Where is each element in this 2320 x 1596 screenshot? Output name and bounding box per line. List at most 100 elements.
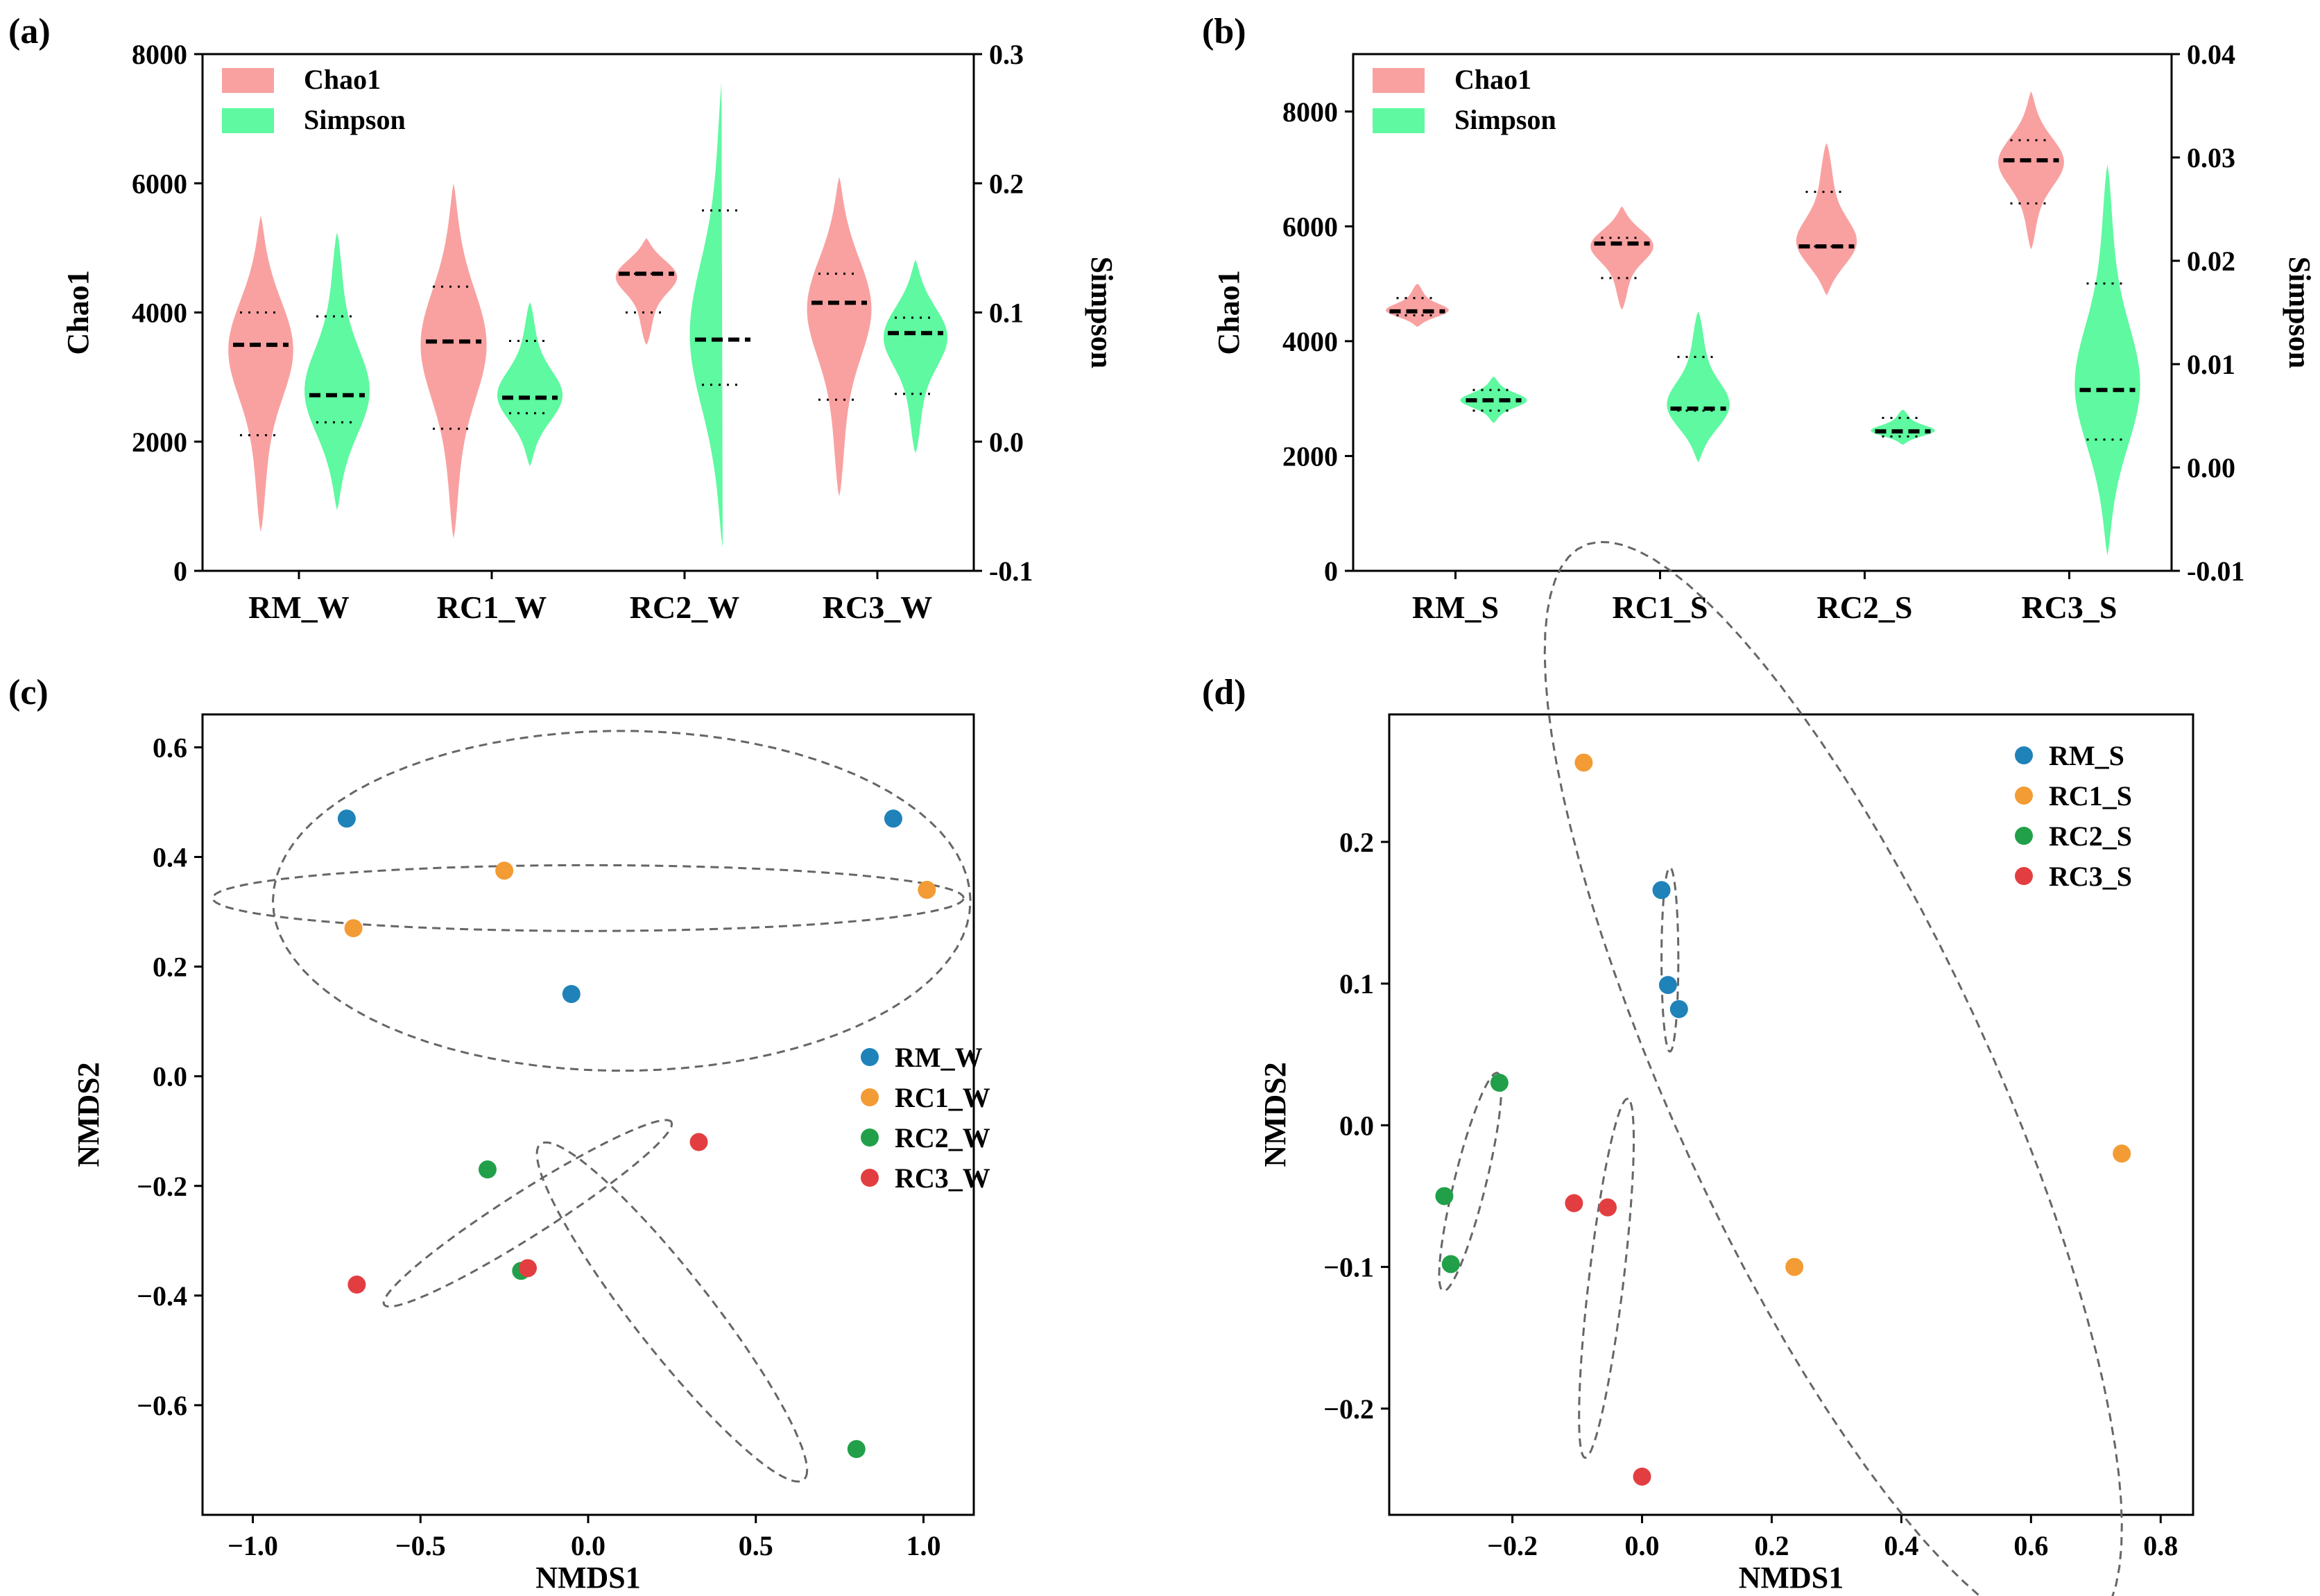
x-tick-label: RM_S xyxy=(1412,590,1499,625)
x-tick-label: RC3_W xyxy=(823,590,932,625)
y2-tick-label: 0.2 xyxy=(989,168,1024,199)
y-tick-label: 8000 xyxy=(1282,96,1338,128)
rm-w-point xyxy=(884,809,902,828)
confidence-ellipse xyxy=(535,1141,809,1483)
panel-d: (d)−0.2 0.0 0.2 0.4 0.6 0.8−0.2−0.10.00.10.2N… xyxy=(1202,540,2194,1596)
x-tick-label: RC1_S xyxy=(1612,590,1708,625)
legend-label: RC1_W xyxy=(895,1082,990,1113)
y-tick-label: −0.2 xyxy=(1323,1393,1374,1425)
chao1-legend-swatch xyxy=(222,68,274,93)
y2-tick-label: -0.1 xyxy=(989,556,1033,587)
y2-tick-label: 0.03 xyxy=(2187,142,2235,173)
simpson-violin xyxy=(497,302,563,467)
y-tick-label: 0.1 xyxy=(1339,968,1374,999)
chao1-violin xyxy=(1796,143,1857,295)
x-tick-label: RC2_S xyxy=(1816,590,1912,625)
rc2-s-legend-marker xyxy=(2015,827,2033,845)
panel-b: (b) 0 2000 4000 6000 8000 -0.01 0.00 0.01 0.02 0.0… xyxy=(1202,12,2317,625)
rc3-s-point xyxy=(1633,1467,1651,1486)
legend-label: Chao1 xyxy=(304,64,381,95)
legend-label: RC1_S xyxy=(2049,780,2132,812)
confidence-ellipse xyxy=(271,730,972,1072)
y-tick-label: 6000 xyxy=(1282,211,1338,242)
rc3-w-point xyxy=(347,1276,366,1294)
rc1-w-point xyxy=(495,861,514,880)
rc2-s-point xyxy=(1435,1187,1454,1205)
x-axis-title: NMDS1 xyxy=(535,1561,641,1595)
chao1-violin xyxy=(1590,206,1653,310)
rm-w-legend-marker xyxy=(861,1048,879,1066)
plot-frame xyxy=(1388,713,2194,1516)
confidence-ellipse xyxy=(382,1119,673,1308)
rc3-w-legend-marker xyxy=(861,1169,879,1187)
simpson-violin xyxy=(2074,164,2140,556)
y-tick-label: 2000 xyxy=(132,427,187,458)
legend-label: RM_S xyxy=(2049,740,2124,771)
y-tick-label: 6000 xyxy=(132,168,187,199)
y2-tick-label: -0.01 xyxy=(2187,556,2244,587)
y2-axis-title: Simpson xyxy=(2283,257,2317,368)
rc1-s-point xyxy=(2113,1144,2131,1163)
y2-tick-label: 0.04 xyxy=(2187,39,2235,70)
y2-tick-label: 0.01 xyxy=(2187,349,2235,380)
x-tick-label: RC2_W xyxy=(630,590,739,625)
simpson-violin xyxy=(1871,409,1935,445)
panel-label: (d) xyxy=(1202,673,1246,712)
rc2-s-point xyxy=(1490,1074,1509,1092)
legend-label: RC3_W xyxy=(895,1162,990,1194)
rc2-s-point xyxy=(1441,1255,1460,1273)
x-tick-label: 0.8 xyxy=(2143,1530,2178,1561)
y-axis-title: Chao1 xyxy=(1212,270,1246,354)
x-tick-label: −0.2 xyxy=(1487,1530,1538,1561)
legend-label: RM_W xyxy=(895,1042,983,1073)
y-tick-label: −0.4 xyxy=(137,1280,187,1312)
legend-label: Simpson xyxy=(1454,104,1556,135)
legend-label: RC3_S xyxy=(2049,861,2132,892)
x-tick-label: 0.0 xyxy=(571,1530,605,1561)
simpson-violin xyxy=(1667,311,1730,463)
y2-tick-label: 0.3 xyxy=(989,39,1024,70)
rc3-s-legend-marker xyxy=(2015,867,2033,885)
rc1-s-legend-marker xyxy=(2015,787,2033,805)
rm-s-legend-marker xyxy=(2015,746,2033,764)
x-tick-label: 0.5 xyxy=(739,1530,773,1561)
rc1-w-point xyxy=(344,919,363,938)
rc2-w-point xyxy=(478,1160,497,1179)
simpson-legend-swatch xyxy=(222,108,274,133)
x-tick-label: 0.4 xyxy=(1884,1530,1918,1561)
plot-frame xyxy=(1352,53,2173,572)
x-tick-label: −1.0 xyxy=(227,1530,278,1561)
x-tick-label: 0.6 xyxy=(2013,1530,2048,1561)
chao1-violin xyxy=(1998,91,2064,250)
confidence-ellipse xyxy=(1543,540,2123,1596)
chao1-violin xyxy=(807,176,872,497)
y-tick-label: 8000 xyxy=(132,39,187,70)
y-tick-label: 0.6 xyxy=(153,732,187,763)
confidence-ellipse xyxy=(1578,1097,1635,1459)
rc1-w-legend-marker xyxy=(861,1088,879,1106)
panel-c: (c) −1.0 −0.5 0.0 0.5 1.0 −0.6 −0.4 −0.2 0.0 0.2 0.… xyxy=(8,673,990,1595)
y-tick-label: 0.2 xyxy=(153,952,187,983)
x-tick-label: RC1_W xyxy=(437,590,547,625)
rm-s-point xyxy=(1652,881,1671,900)
simpson-violin xyxy=(304,232,370,510)
y-tick-label: 4000 xyxy=(132,298,187,329)
x-tick-label: 0.0 xyxy=(1625,1530,1660,1561)
x-tick-label: RC3_S xyxy=(2021,590,2117,625)
legend-label: Chao1 xyxy=(1454,64,1531,95)
x-tick-label: 0.2 xyxy=(1754,1530,1789,1561)
rc2-w-legend-marker xyxy=(861,1129,879,1147)
x-tick-label: −0.5 xyxy=(395,1530,446,1561)
y-tick-label: 0.2 xyxy=(1339,827,1374,858)
panel-label: (a) xyxy=(8,12,51,51)
legend-label: Simpson xyxy=(304,104,406,135)
rm-s-point xyxy=(1658,976,1677,995)
rc3-s-point xyxy=(1565,1194,1583,1212)
y2-axis-title: Simpson xyxy=(1085,257,1119,368)
chao1-violin xyxy=(420,183,487,539)
panel-a: (a) 0 2000 4000 6000 8000 -0.1 0.0 0.1 0.2 0.3 RM_W… xyxy=(8,12,1119,625)
y-tick-label: 0 xyxy=(173,556,187,587)
rm-w-point xyxy=(337,809,356,828)
simpson-violin xyxy=(884,259,947,454)
